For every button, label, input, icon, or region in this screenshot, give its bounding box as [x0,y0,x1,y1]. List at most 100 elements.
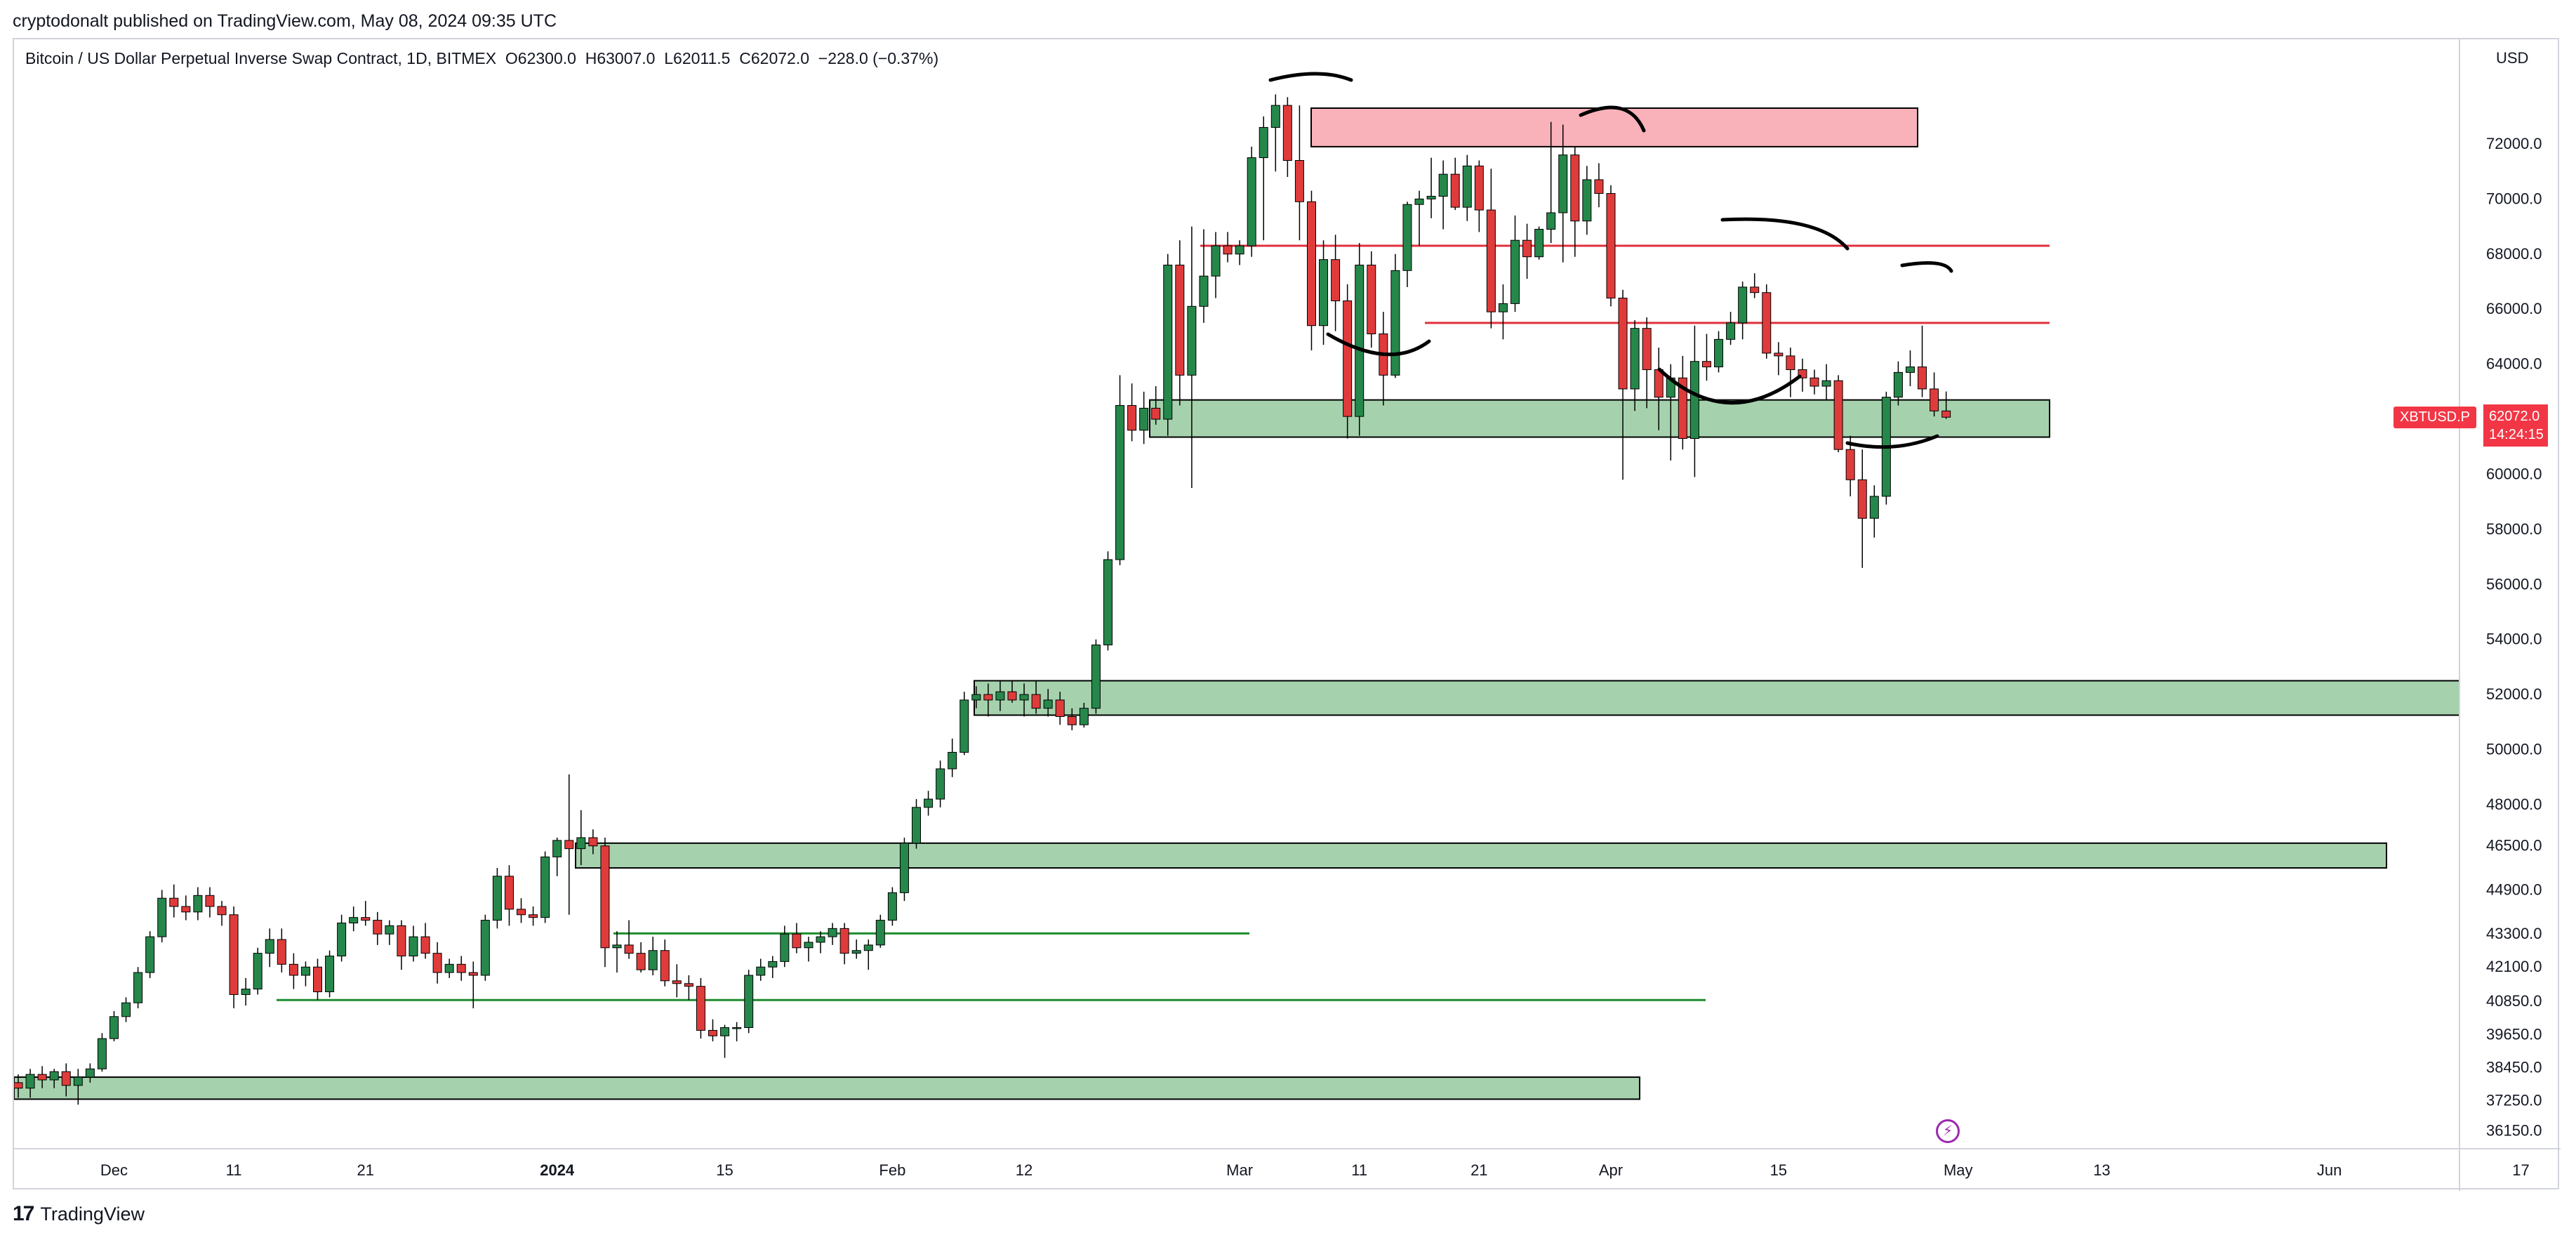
candle-up [349,906,359,932]
candle-body [948,751,957,770]
candle-up [1738,282,1748,340]
candle-down [397,920,406,970]
y-tick-label: 42100.0 [2486,958,2542,975]
candle-body [37,1074,47,1081]
candle-up [492,868,502,929]
y-tick-label: 52000.0 [2486,685,2542,703]
candle-up [1199,229,1209,323]
candle-body [504,876,514,910]
candle-body [1774,352,1784,357]
candle-body [1511,239,1520,304]
candle-up [97,1033,107,1072]
candle-up [1511,215,1520,312]
candle-down [1031,680,1041,714]
candle-up [1462,154,1472,221]
candle-up [25,1069,35,1098]
candle-body [1798,369,1807,378]
legend-open: O62300.0 [505,49,576,67]
tradingview-logo-icon[interactable]: 17 [13,1202,34,1225]
currency-button[interactable]: USD [2496,49,2529,67]
candle-up [995,680,1005,711]
candle-body [1522,239,1532,258]
candle-body [576,837,586,850]
candle-down [1306,190,1316,351]
candle-up [816,931,825,954]
candle-body [337,923,347,957]
candle-body [109,1016,119,1039]
candle-up [157,890,167,942]
candle-down [313,958,322,1001]
candle-up [1163,253,1173,436]
annotation-curve [1326,332,1431,357]
candle-up [1869,485,1879,538]
candle-down [277,928,286,973]
candle-down [1127,383,1137,442]
x-tick-label: May [1944,1161,1973,1179]
candlestick-chart[interactable]: 72000.070000.068000.066000.064000.062000… [14,39,2561,1191]
candle-body [768,961,778,968]
candle-down [983,683,993,717]
candle-body [85,1068,95,1078]
candle-body [169,897,179,907]
candle-up [1043,689,1053,717]
candle-up [863,939,873,970]
candle-body [157,897,167,937]
candle-up [300,961,310,987]
candle-down [61,1063,71,1097]
annotation-curve [1845,434,1939,449]
candle-down [588,829,598,855]
candle-up [1438,160,1448,230]
candle-body [1930,388,1939,411]
candle-down [1642,317,1652,409]
candle-body [468,972,478,976]
candle-body [1367,264,1376,335]
candle-body [1941,410,1951,418]
candle-up [1019,683,1029,717]
candle-down [1750,273,1760,298]
candle-down [1762,284,1772,359]
x-tick-label: 13 [2093,1161,2110,1179]
y-tick-label: 36150.0 [2486,1122,2542,1140]
x-axis: Dec 11 21 2024 15 Feb 12 Mar 11 21 Apr 15 May 13 Jun 17 [100,1161,2530,1179]
candle-body [456,963,466,973]
candle-body [313,966,322,993]
candle-body [839,928,849,954]
candle-body [265,939,274,954]
candle-down [1774,342,1784,376]
candle-body [804,942,814,949]
flash-icon[interactable]: ⚡ [1936,1119,1960,1143]
candle-up [744,970,754,1034]
candle-body [277,939,286,965]
candle-down [1810,369,1819,395]
candle-down [468,961,478,1009]
candle-body [744,975,754,1028]
candle-body [1833,380,1843,450]
candle-body [133,972,143,1003]
candle-body [1031,694,1041,709]
candle-body [1738,286,1748,324]
candle-body [1139,407,1149,431]
candle-up [337,914,347,962]
candle-down [1331,235,1341,331]
candle-body [1055,699,1065,717]
candle-up [1115,375,1125,565]
y-tick-label: 54000.0 [2486,631,2542,648]
candle-body [995,691,1005,701]
candle-down [217,901,227,926]
candle-up [1235,240,1244,265]
candle-down [1798,358,1807,392]
candle-body [708,1029,717,1036]
candle-body [1319,259,1329,327]
y-tick-label: 66000.0 [2486,300,2542,317]
candle-body [1498,303,1508,312]
candle-body [1426,195,1436,199]
legend-symbol: Bitcoin / US Dollar Perpetual Inverse Sw… [25,49,497,67]
candle-body [288,963,298,976]
candle-body [612,944,622,949]
candle-body [97,1038,107,1069]
footer-brand[interactable]: TradingView [40,1203,145,1225]
candle-body [1857,479,1867,519]
candle-body [1750,286,1760,293]
candle-body [181,906,191,913]
candle-down [672,964,682,998]
